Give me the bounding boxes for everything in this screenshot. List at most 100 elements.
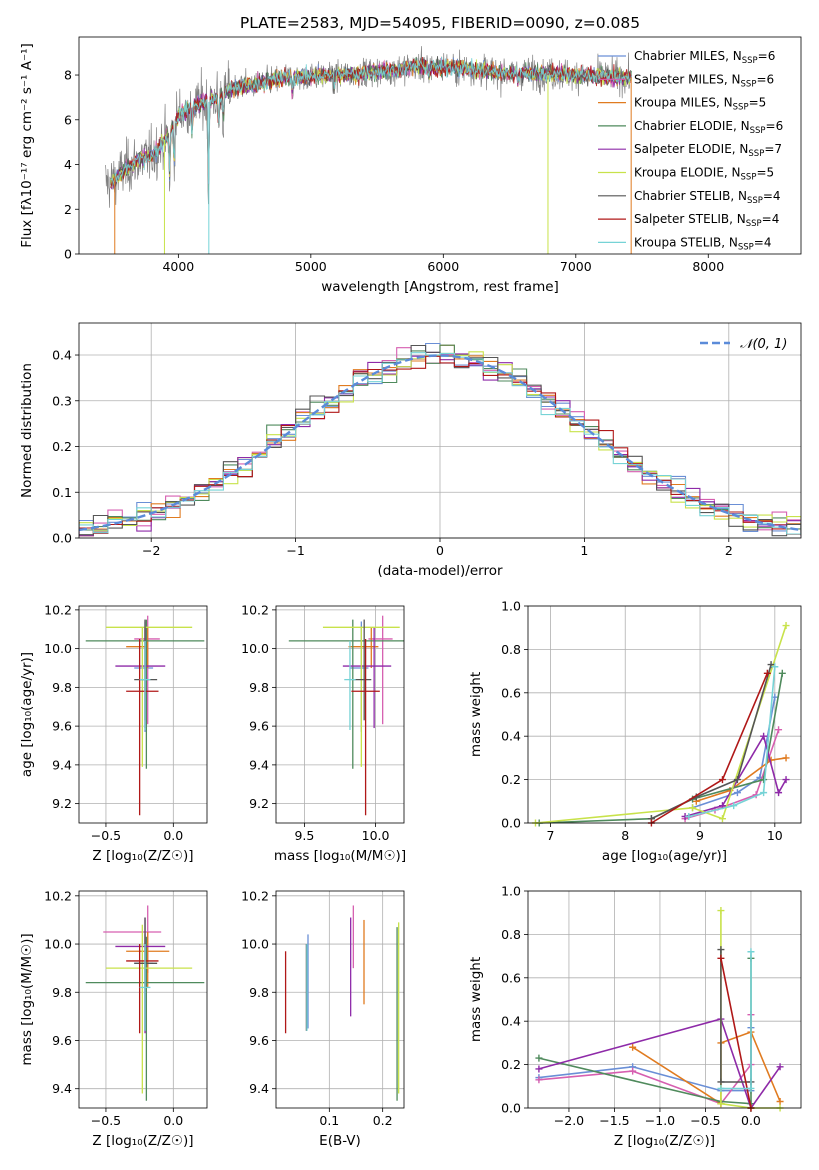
weight-point-marker (535, 1076, 543, 1084)
weight-series-line (692, 696, 776, 809)
legend-sub: SSP (746, 219, 762, 229)
spectrum-lines (105, 46, 632, 254)
legend-tail: =5 (749, 96, 767, 110)
weight-series-line (650, 672, 769, 824)
y-tick-label: 9.2 (249, 796, 269, 811)
x-tick-label: 4000 (162, 259, 194, 274)
y-tick-label: 10.2 (241, 602, 269, 617)
y-tick-label: 9.4 (249, 1081, 269, 1096)
weight-point-marker (717, 1100, 725, 1108)
y-tick-label: 0.6 (501, 685, 521, 700)
weight-point-marker (733, 776, 741, 784)
residual_hist-ylabel: Normed distribution (19, 363, 35, 498)
legend-label: Kroupa ELODIE, NSSP=5 (634, 166, 774, 183)
legend-tail: =7 (764, 142, 782, 156)
weight_vs_Z-frame (527, 890, 802, 1109)
hist-lines (79, 342, 801, 537)
weight_vs_age-xlabel: age [log₁₀(age/yr)] (602, 848, 727, 864)
weight-point-marker (782, 754, 790, 762)
mass_vs_Z-points (85, 905, 205, 1101)
y-tick-label: 4 (64, 157, 72, 172)
weight-point-marker (767, 661, 775, 669)
legend-label: Chabrier STELIB, NSSP=4 (634, 189, 781, 206)
weight-point-marker (717, 946, 725, 954)
gaussian-legend-label: 𝒩(0, 1) (740, 337, 787, 352)
y-tick-label: 9.6 (52, 719, 72, 734)
x-tick-label: 6000 (427, 259, 459, 274)
x-tick-label: −1 (286, 543, 304, 558)
weight-point-marker (629, 1043, 637, 1051)
weight_vs_age-axes: 7 8 9 10 0.0 0.2 0.4 0.6 0.8 1.0 (501, 599, 801, 843)
age_vs_mass-xlabel: mass [log₁₀(M/M☉)] (274, 848, 406, 864)
legend-label: Salpeter MILES, NSSP=6 (634, 72, 774, 89)
x-tick-label: 0.0 (741, 1113, 761, 1128)
weight-series-line (651, 664, 772, 820)
y-tick-label: 0.2 (501, 1057, 521, 1072)
y-tick-label: 9.6 (52, 1033, 72, 1048)
weight-series-line (720, 951, 752, 1090)
mass_vs_Z-frame (78, 890, 208, 1109)
weight-series-line (720, 958, 752, 1109)
chart-layer: 4000 5000 6000 7000 8000 0 2 4 6 8 wavelength [Ang… (19, 36, 802, 1149)
age_vs_Z-axes: −0.5 0.0 9.2 9.4 9.6 9.8 10.0 10.2 (44, 602, 207, 843)
weight-point-marker (782, 776, 790, 784)
y-tick-label: 10.0 (241, 937, 269, 952)
legend-sub: SSP (748, 149, 764, 159)
weight-point-marker (775, 726, 783, 734)
residual_hist-axes: −2 −1 0 1 2 0.0 0.1 0.2 0.3 0.4 (52, 323, 801, 558)
mass_vs_ebv-frame (275, 890, 405, 1109)
weight-point-marker (685, 812, 693, 820)
y-tick-label: 0.8 (501, 927, 521, 942)
figure-title: PLATE=2583, MJD=54095, FIBERID=0090, z=0… (240, 14, 640, 32)
age_vs_Z-xlabel: Z [log₁₀(Z/Z☉)] (92, 848, 193, 864)
spectrum-xlabel: wavelength [Angstrom, rest frame] (321, 279, 559, 295)
weight-series-line (538, 1018, 781, 1110)
x-tick-label: 9.5 (294, 828, 314, 843)
mass_vs_ebv-points (284, 905, 400, 1101)
age_vs_Z-points (85, 615, 205, 816)
y-tick-label: 0.2 (52, 439, 72, 454)
weight_vs_Z-xlabel: Z [log₁₀(Z/Z☉)] (614, 1133, 715, 1149)
weight-series-line (538, 1027, 752, 1092)
hist-step-kroupa-stelib (79, 352, 801, 535)
x-tick-label: 2 (725, 543, 733, 558)
x-tick-label: 8 (621, 828, 629, 843)
weight-point-marker (689, 804, 697, 812)
weight-point-marker (778, 669, 786, 677)
legend-sub: SSP (750, 126, 766, 136)
y-tick-label: 10.2 (44, 602, 72, 617)
legend-tail: =4 (763, 189, 781, 203)
legend-label: Kroupa MILES, NSSP=5 (634, 96, 766, 113)
weight-point-marker (629, 1067, 637, 1075)
weight-point-marker (718, 815, 726, 823)
legend-tail: =4 (754, 235, 772, 249)
weight-point-marker (760, 732, 768, 740)
weight-point-marker (733, 789, 741, 797)
legend-sub: SSP (742, 56, 758, 66)
spectrum-legend: Chabrier MILES, NSSP=6 Salpeter MILES, NS… (598, 49, 783, 252)
residual_hist-xlabel: (data-model)/error (377, 563, 503, 579)
weight-point-marker (771, 663, 779, 671)
weight-point-marker (535, 1065, 543, 1073)
weight-point-marker (760, 789, 768, 797)
y-tick-label: 0.2 (501, 772, 521, 787)
weight-point-marker (760, 776, 768, 784)
y-tick-label: 6 (64, 112, 72, 127)
weight-point-marker (775, 789, 783, 797)
y-tick-label: 9.4 (52, 757, 72, 772)
legend-label: Kroupa STELIB, NSSP=4 (634, 235, 772, 252)
y-tick-label: 9.8 (249, 680, 269, 695)
weight-point-marker (776, 1097, 784, 1105)
legend-label: Salpeter ELODIE, NSSP=7 (634, 142, 782, 159)
x-tick-label: 0 (436, 543, 444, 558)
mass_vs_ebv-xlabel: E(B-V) (319, 1133, 361, 1149)
y-tick-label: 0 (64, 247, 72, 262)
x-tick-label: 0.2 (373, 1113, 393, 1128)
weight_vs_age-series (531, 622, 790, 827)
x-tick-label: 1 (580, 543, 588, 558)
y-tick-label: 0.4 (501, 1014, 521, 1029)
legend-sub: SSP (741, 79, 757, 89)
weight-series-line (535, 625, 787, 824)
spectrum-frame (78, 36, 802, 255)
weight-point-marker (747, 948, 755, 956)
